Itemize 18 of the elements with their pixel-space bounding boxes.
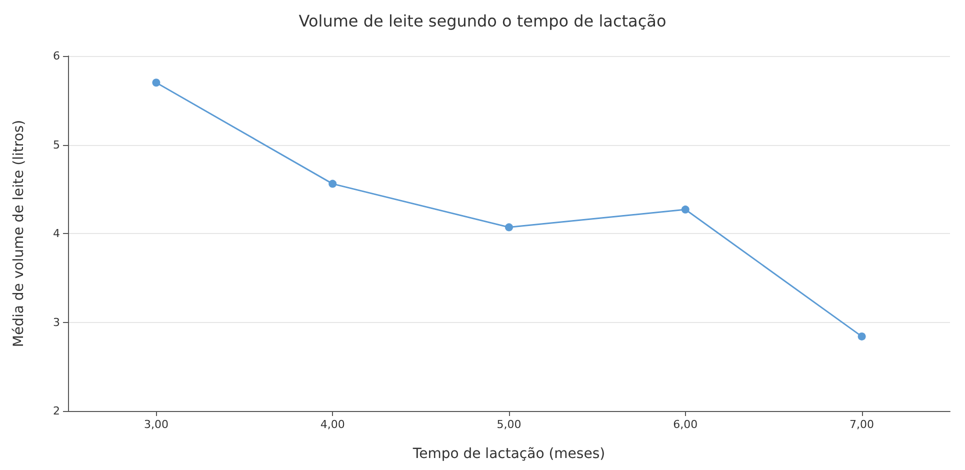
y-tick-label: 4 — [53, 227, 60, 240]
point — [681, 206, 690, 214]
x-axis-title: Tempo de lactação (meses) — [412, 446, 606, 462]
point — [152, 78, 160, 87]
x-tick-label: 7,00 — [850, 418, 874, 431]
y-tick-label: 5 — [53, 138, 60, 152]
point — [505, 223, 513, 232]
y-axis-title: Média de volume de leite (litros) — [11, 120, 27, 348]
point — [328, 180, 337, 188]
point — [858, 332, 866, 340]
x-tick-label: 4,00 — [320, 418, 345, 431]
x-tick-label: 6,00 — [673, 418, 698, 431]
y-tick-label: 3 — [53, 316, 60, 329]
chart-title: Volume de leite segundo o tempo de lactação — [298, 12, 666, 30]
x-tick-label: 5,00 — [496, 418, 522, 431]
x-tick-label: 3,00 — [144, 418, 168, 431]
y-tick-label: 6 — [53, 50, 60, 62]
y-tick-label: 2 — [53, 404, 60, 418]
